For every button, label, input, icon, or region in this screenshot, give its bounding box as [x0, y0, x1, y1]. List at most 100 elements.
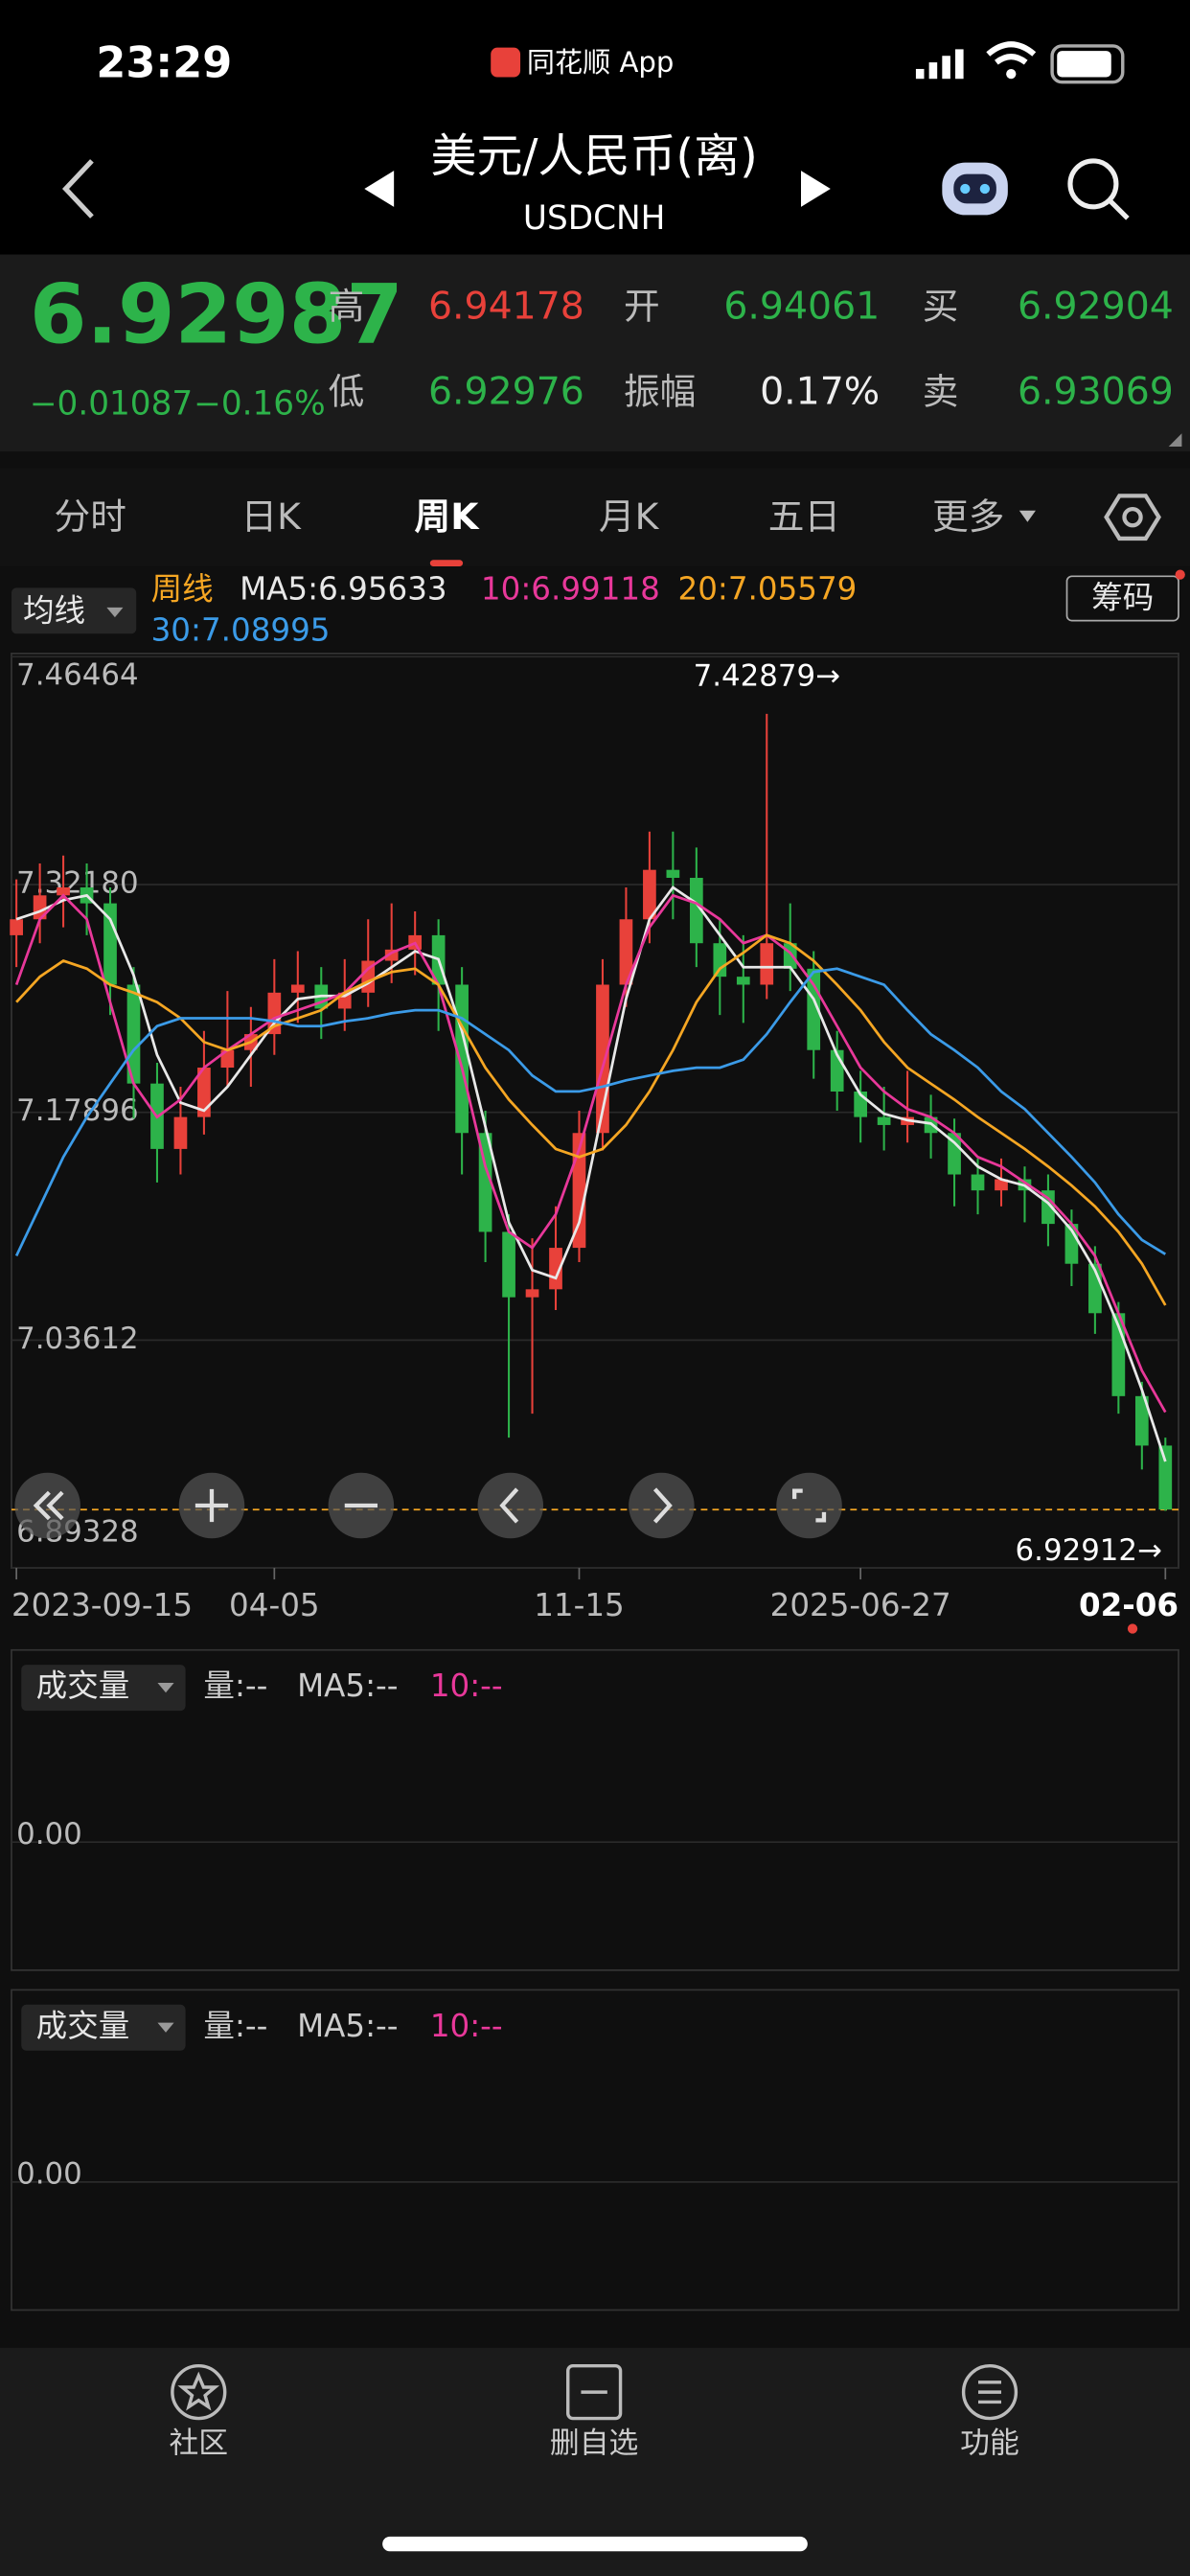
x-tick-label: 2025-06-27 [770, 1587, 951, 1623]
volume-label: 量:-- [203, 2008, 267, 2044]
candle-body [643, 869, 656, 920]
app-name: 同花顺 App [527, 46, 674, 79]
tab[interactable]: 分时 [55, 495, 126, 538]
quote-panel [0, 254, 1190, 452]
volume-selector[interactable] [21, 2004, 186, 2051]
tab[interactable]: 周K [415, 495, 481, 538]
badge-dot [1175, 569, 1185, 580]
wifi [986, 41, 1037, 65]
candle-body [57, 886, 70, 896]
community-icon[interactable] [171, 2363, 227, 2421]
signal [915, 49, 964, 80]
code: USDCNH [523, 199, 665, 238]
candle-body [948, 1133, 961, 1175]
ma-selector[interactable] [11, 587, 137, 634]
candle-body [10, 919, 23, 935]
right-button[interactable] [629, 1472, 695, 1539]
volume-frame [11, 1989, 1179, 2312]
field-label: 卖 [923, 371, 959, 413]
legend-entry: 30:7.08995 [151, 612, 331, 649]
tab[interactable]: 日K [240, 495, 302, 538]
ma-line [14, 967, 1167, 1257]
field-value: 6.94178 [428, 285, 584, 329]
x-tick-label: 11-15 [534, 1587, 625, 1623]
dropdown-arrow [157, 1683, 174, 1693]
candle-body [760, 943, 774, 985]
fullscreen-button[interactable] [776, 1472, 842, 1539]
field-value: 6.94061 [723, 285, 880, 329]
nav-label[interactable]: 社区 [169, 2426, 228, 2460]
candle-body [995, 1179, 1008, 1191]
volume-selector-label: 成交量 [36, 1668, 130, 1704]
tab[interactable]: 更多 [932, 495, 1004, 538]
max-label: 7.42879→ [694, 659, 840, 694]
nav-icons [171, 2363, 1018, 2421]
tab[interactable]: 五日 [768, 495, 840, 538]
date-dot [1127, 1623, 1138, 1634]
x-tick-label: 04-05 [229, 1587, 320, 1623]
candle-body [713, 943, 727, 978]
candle-body [1134, 1395, 1149, 1446]
function-icon[interactable] [961, 2363, 1018, 2421]
field-label: 开 [624, 286, 660, 328]
candle-body [197, 1068, 211, 1117]
y-tick-label: 7.46464 [16, 657, 138, 692]
legend-entry: 20:7.05579 [678, 571, 858, 608]
candle-body [173, 1116, 188, 1149]
nav-label[interactable]: 删自选 [550, 2426, 638, 2460]
next-button[interactable] [800, 171, 831, 207]
volume-ma10: 10:-- [430, 1668, 503, 1704]
dropdown-arrow [157, 2022, 174, 2033]
ma-line [15, 933, 1167, 1306]
settings-button[interactable] [1104, 494, 1161, 541]
prev-button[interactable] [364, 171, 395, 207]
tab-bar [0, 468, 1190, 567]
search-button[interactable] [1067, 158, 1130, 220]
candle-body [666, 869, 680, 878]
left-button[interactable] [477, 1472, 544, 1539]
min-label: 6.92912→ [1016, 1533, 1162, 1568]
candle-body [549, 1248, 562, 1290]
field-value: 6.92976 [428, 370, 584, 414]
field-label: 买 [923, 286, 959, 328]
y-tick-label: 7.03612 [16, 1322, 138, 1356]
volume-zero: 0.00 [16, 2156, 82, 2191]
candle-body [502, 1231, 515, 1298]
volume-selector-label: 成交量 [36, 2008, 130, 2044]
candle-chart: 7.464647.321807.178967.036126.893287.428… [10, 656, 1179, 1569]
price-change: −0.01087 [30, 385, 193, 424]
back-button[interactable] [61, 159, 94, 218]
last-price: 6.92987 [30, 266, 403, 362]
battery-level [1057, 51, 1111, 78]
chip-button[interactable] [1065, 575, 1179, 622]
candle-body [525, 1289, 539, 1298]
tab[interactable]: 月K [599, 495, 660, 538]
battery [1050, 44, 1125, 84]
app-icon [491, 47, 521, 78]
candle-body [290, 984, 305, 993]
volume-selector[interactable] [21, 1665, 186, 1712]
price-change-pct: −0.16% [194, 385, 326, 424]
candle-body [1158, 1445, 1173, 1510]
remove-watch-icon[interactable] [566, 2363, 623, 2421]
x-tick-label: 2023-09-15 [11, 1587, 193, 1623]
dropdown-arrow [1018, 510, 1036, 522]
ma-selector-label: 均线 [23, 592, 85, 629]
field-value: 6.92904 [1018, 285, 1174, 329]
candle-body [1041, 1190, 1055, 1225]
volume-ma5: MA5:-- [297, 2008, 398, 2044]
volume-ma5: MA5:-- [297, 1668, 398, 1704]
chart-controls [14, 1472, 842, 1539]
candle-body [971, 1174, 985, 1191]
field-label: 振幅 [624, 371, 696, 413]
chip-button-label: 筹码 [1091, 579, 1154, 615]
title: 美元/人民币(离) [430, 129, 757, 183]
clock: 23:29 [96, 38, 232, 88]
home-indicator [382, 2536, 808, 2552]
nav-label[interactable]: 功能 [960, 2426, 1019, 2460]
ma-line [14, 893, 1167, 1414]
assistant-button[interactable] [942, 162, 1008, 216]
legend-entry: MA5:6.95633 [240, 571, 447, 608]
